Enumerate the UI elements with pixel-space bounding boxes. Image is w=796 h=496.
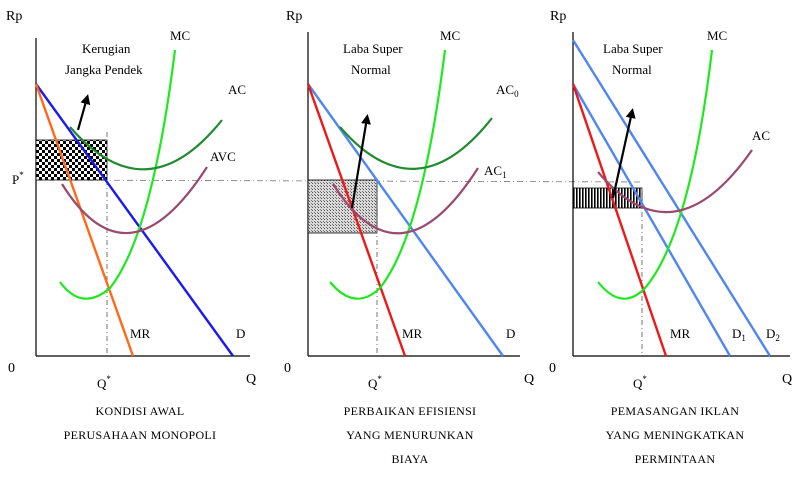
p3-d2-label: D2: [766, 326, 780, 343]
p1-ac-curve: [69, 119, 223, 171]
p3-caption-line1: PEMASANGAN IKLAN: [611, 404, 740, 418]
p2-profit-area: [307, 179, 378, 234]
p1-mc-label: MC: [170, 28, 190, 43]
p1-ac-label: AC: [228, 82, 246, 97]
p2-qty-label: Q*: [368, 374, 382, 391]
p3-caption-line2: YANG MENINGKATKAN: [606, 428, 745, 442]
p2-mc-label: MC: [440, 28, 460, 43]
p3-ac-label: AC: [752, 128, 770, 143]
p3-mc-curve: [597, 49, 714, 300]
p1-mc-curve: [59, 49, 177, 300]
p2-caption-line3: BIAYA: [391, 452, 428, 466]
p2-annotation-line2: Normal: [351, 62, 391, 77]
p3-d2-curve: [571, 39, 772, 357]
p1-mr-label: MR: [130, 326, 151, 341]
p1-avc-curve: [61, 166, 208, 235]
p1-annotation-line2: Jangka Pendek: [65, 62, 143, 77]
p2-x-axis-label: Q: [524, 372, 534, 387]
p3-d1-curve: [571, 83, 732, 357]
p1-mr-curve: [34, 83, 135, 357]
p1-price-label: P*: [12, 170, 24, 187]
p1-y-axis-label: Rp: [6, 9, 22, 24]
p2-ac0-label: AC0: [496, 82, 519, 99]
p3-profit-area: [572, 187, 643, 209]
p2-d-label: D: [506, 326, 515, 341]
p3-mc-label: MC: [707, 28, 727, 43]
p1-d-label: D: [236, 326, 245, 341]
p3-qty-label: Q*: [633, 374, 647, 391]
p2-ac1-curve: [332, 167, 479, 235]
p3-annotation-line1: Laba Super: [603, 41, 663, 56]
p2-mr-curve: [306, 83, 407, 357]
p1-caption-line2: PERUSAHAAN MONOPOLI: [64, 428, 217, 442]
p2-y-axis-label: Rp: [286, 9, 302, 24]
p1-x-axis-label: Q: [246, 372, 256, 387]
p1-caption-line1: KONDISI AWAL: [96, 404, 185, 418]
p1-loss-area: [35, 139, 108, 181]
p1-demand-curve: [35, 83, 234, 357]
p3-caption-line3: PERMINTAAN: [635, 452, 716, 466]
p1-annotation-line1: Kerugian: [82, 41, 131, 56]
p3-mr-curve: [571, 83, 668, 357]
p1-qty-label: Q*: [97, 374, 111, 391]
p2-origin-label: 0: [284, 361, 291, 376]
p3-x-axis-label: Q: [782, 372, 792, 387]
p2-arrow: [350, 114, 371, 209]
p3-arrow: [611, 108, 636, 199]
panel-2: Rp Q 0 Q* Laba Super Normal MC AC0 AC1 M…: [284, 9, 534, 466]
panel-3: Rp Q 0 Q* Laba Super Normal MC AC MR D1 …: [549, 9, 792, 466]
p3-d1-label: D1: [732, 326, 746, 343]
p2-mc-curve: [329, 49, 447, 300]
p1-origin-label: 0: [8, 361, 15, 376]
p2-ac0-curve: [339, 117, 493, 170]
panel-1: Rp Q 0 P* Q* Kerugian Jangka Pendek MC A…: [6, 9, 256, 442]
p2-ac1-label: AC1: [484, 163, 507, 180]
p1-arrow: [76, 94, 91, 131]
p3-ac-curve: [597, 149, 753, 214]
p2-annotation-line1: Laba Super: [343, 41, 403, 56]
p2-caption-line1: PERBAIKAN EFISIENSI: [344, 404, 477, 418]
p3-annotation-line2: Normal: [612, 62, 652, 77]
p3-mr-label: MR: [670, 326, 691, 341]
p2-caption-line2: YANG MENURUNKAN: [346, 428, 474, 442]
p2-demand-curve: [307, 83, 504, 357]
p2-mr-label: MR: [402, 326, 423, 341]
p3-origin-label: 0: [549, 361, 556, 376]
p3-y-axis-label: Rp: [550, 9, 566, 24]
p1-avc-label: AVC: [210, 149, 236, 164]
